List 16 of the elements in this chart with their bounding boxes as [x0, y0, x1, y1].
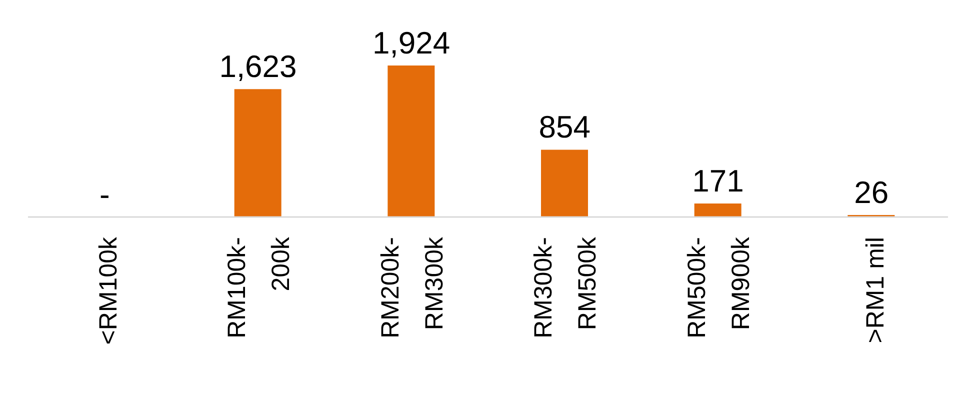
data-label: 854 [538, 110, 591, 145]
data-label: 171 [692, 164, 744, 199]
bar [388, 65, 435, 217]
x-tick-label: >RM1 mil [861, 237, 890, 344]
x-tick-label: RM500k-RM900k [683, 236, 755, 338]
data-label: - [100, 177, 110, 212]
x-tick-label: RM300k-RM500k [530, 236, 602, 338]
x-tick-label: RM100k-200k [223, 236, 295, 338]
data-label: 1,623 [219, 49, 297, 84]
data-label: 1,924 [372, 25, 450, 60]
bar [234, 89, 282, 217]
x-tick-label: <RM100k [94, 236, 123, 345]
bar [694, 204, 742, 217]
x-tick-label: RM200k-RM300k [376, 236, 448, 338]
bar [541, 150, 588, 217]
data-label: 26 [854, 174, 889, 210]
